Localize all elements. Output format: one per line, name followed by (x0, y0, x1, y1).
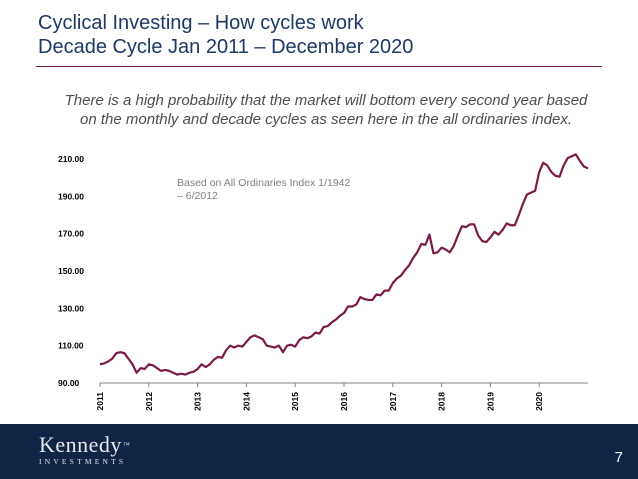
x-tick-label: 2013 (193, 392, 203, 411)
x-tick-label: 2016 (339, 392, 349, 411)
slide-title: Cyclical Investing – How cycles work Dec… (38, 11, 413, 59)
x-tick-label: 2019 (485, 392, 495, 411)
y-tick-label: 190.00 (58, 191, 84, 201)
x-axis-ticks: 2011 2012 2013 2014 2015 2016 2017 2018 2019 2020 (95, 383, 544, 411)
y-tick-label: 90.00 (58, 378, 80, 388)
kennedy-logo: Kennedy™ INVESTMENTS (39, 433, 130, 467)
logo-trademark: ™ (122, 441, 131, 449)
annotation-line: Based on All Ordinaries Index 1/1942 (177, 177, 351, 189)
x-tick-label: 2012 (144, 392, 154, 411)
y-axis-ticks: 90.00 110.00 130.00 150.00 170.00 190.00 210.0… (58, 154, 84, 388)
chart-annotation: Based on All Ordinaries Index 1/1942– 6/… (177, 177, 351, 202)
x-tick-label: 2017 (388, 392, 398, 411)
x-tick-label: 2011 (95, 392, 105, 411)
x-tick-label: 2014 (241, 392, 251, 411)
x-tick-label: 2015 (290, 392, 300, 411)
logo-subtitle: INVESTMENTS (39, 457, 127, 466)
annotation-line: – 6/2012 (177, 190, 218, 202)
x-tick-label: 2020 (534, 392, 544, 411)
y-tick-label: 150.00 (58, 266, 84, 276)
title-line-2: Decade Cycle Jan 2011 – December 2020 (38, 36, 414, 58)
series-line (99, 153, 589, 376)
y-tick-label: 170.00 (58, 229, 84, 239)
title-line-1: Cyclical Investing – How cycles work (38, 12, 364, 34)
line-chart: 90.00 110.00 130.00 150.00 170.00 190.00 210.0… (58, 153, 589, 411)
logo-name: Kennedy (39, 432, 122, 457)
y-tick-label: 130.00 (58, 303, 84, 313)
title-divider (36, 66, 602, 67)
x-tick-label: 2018 (437, 392, 447, 411)
y-tick-label: 210.00 (58, 154, 84, 164)
y-tick-label: 110.00 (58, 341, 84, 351)
slide-subtitle: There is a high probability that the mar… (64, 92, 588, 128)
footer-bar (0, 424, 638, 479)
page-number: 7 (614, 449, 623, 466)
